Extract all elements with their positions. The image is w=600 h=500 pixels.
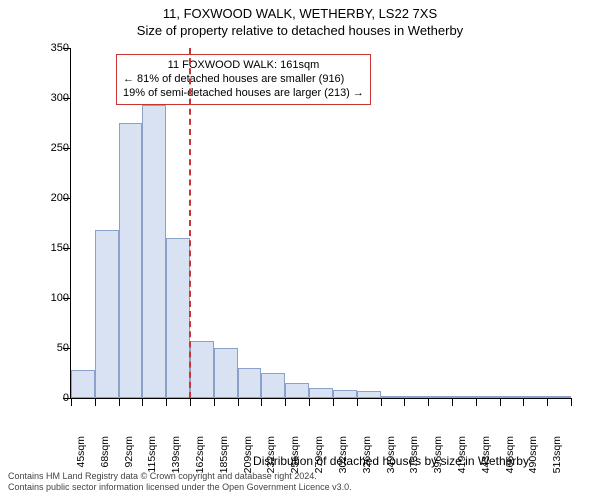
x-tick <box>476 398 477 406</box>
histogram-bar <box>285 383 309 398</box>
chart: Number of detached properties 11 FOXWOOD… <box>0 48 600 452</box>
histogram-bar <box>238 368 262 398</box>
histogram-bar <box>214 348 238 398</box>
x-tick <box>214 398 215 406</box>
x-tick <box>428 398 429 406</box>
x-tick <box>119 398 120 406</box>
histogram-bar <box>119 123 143 398</box>
marker-line <box>189 48 191 398</box>
y-tick-label: 0 <box>29 392 69 404</box>
histogram-bar <box>333 390 357 398</box>
x-tick <box>190 398 191 406</box>
histogram-bar <box>261 373 285 398</box>
histogram-bar <box>404 396 428 398</box>
footer-line-1: Contains HM Land Registry data © Crown c… <box>8 471 592 483</box>
histogram-bar <box>190 341 214 398</box>
x-tick <box>381 398 382 406</box>
x-tick <box>333 398 334 406</box>
x-tick <box>357 398 358 406</box>
title-line-2: Size of property relative to detached ho… <box>0 23 600 38</box>
histogram-bar <box>452 396 476 398</box>
x-tick <box>238 398 239 406</box>
x-tick <box>547 398 548 406</box>
x-tick <box>404 398 405 406</box>
x-tick <box>166 398 167 406</box>
x-tick <box>261 398 262 406</box>
footer-line-2: Contains public sector information licen… <box>8 482 592 494</box>
histogram-bar <box>142 105 166 398</box>
histogram-bar <box>500 396 524 398</box>
x-tick <box>523 398 524 406</box>
y-tick-label: 150 <box>29 242 69 254</box>
annotation-line-3: 19% of semi-detached houses are larger (… <box>123 87 364 101</box>
y-tick-label: 250 <box>29 142 69 154</box>
x-tick <box>285 398 286 406</box>
annotation-box: 11 FOXWOOD WALK: 161sqm ← 81% of detache… <box>116 54 371 105</box>
page: 11, FOXWOOD WALK, WETHERBY, LS22 7XS Siz… <box>0 0 600 500</box>
y-tick-label: 300 <box>29 92 69 104</box>
x-tick <box>571 398 572 406</box>
histogram-bar <box>476 396 500 398</box>
title-line-1: 11, FOXWOOD WALK, WETHERBY, LS22 7XS <box>0 6 600 21</box>
histogram-bar <box>381 396 405 398</box>
titles: 11, FOXWOOD WALK, WETHERBY, LS22 7XS Siz… <box>0 6 600 38</box>
histogram-bar <box>428 396 452 398</box>
x-tick <box>500 398 501 406</box>
annotation-line-1: 11 FOXWOOD WALK: 161sqm <box>123 59 364 73</box>
footer: Contains HM Land Registry data © Crown c… <box>8 471 592 494</box>
histogram-bar <box>357 391 381 398</box>
histogram-bar <box>71 370 95 398</box>
annotation-line-2: ← 81% of detached houses are smaller (91… <box>123 73 364 87</box>
plot-area: 11 FOXWOOD WALK: 161sqm ← 81% of detache… <box>70 48 571 399</box>
histogram-bar <box>95 230 119 398</box>
histogram-bar <box>547 396 571 398</box>
x-tick <box>452 398 453 406</box>
x-tick <box>309 398 310 406</box>
histogram-bar <box>309 388 333 398</box>
y-tick-label: 350 <box>29 42 69 54</box>
x-tick <box>95 398 96 406</box>
x-tick <box>142 398 143 406</box>
y-tick-label: 50 <box>29 342 69 354</box>
y-tick-label: 200 <box>29 192 69 204</box>
y-tick-label: 100 <box>29 292 69 304</box>
histogram-bar <box>523 396 547 398</box>
histogram-bar <box>166 238 190 398</box>
x-tick <box>71 398 72 406</box>
